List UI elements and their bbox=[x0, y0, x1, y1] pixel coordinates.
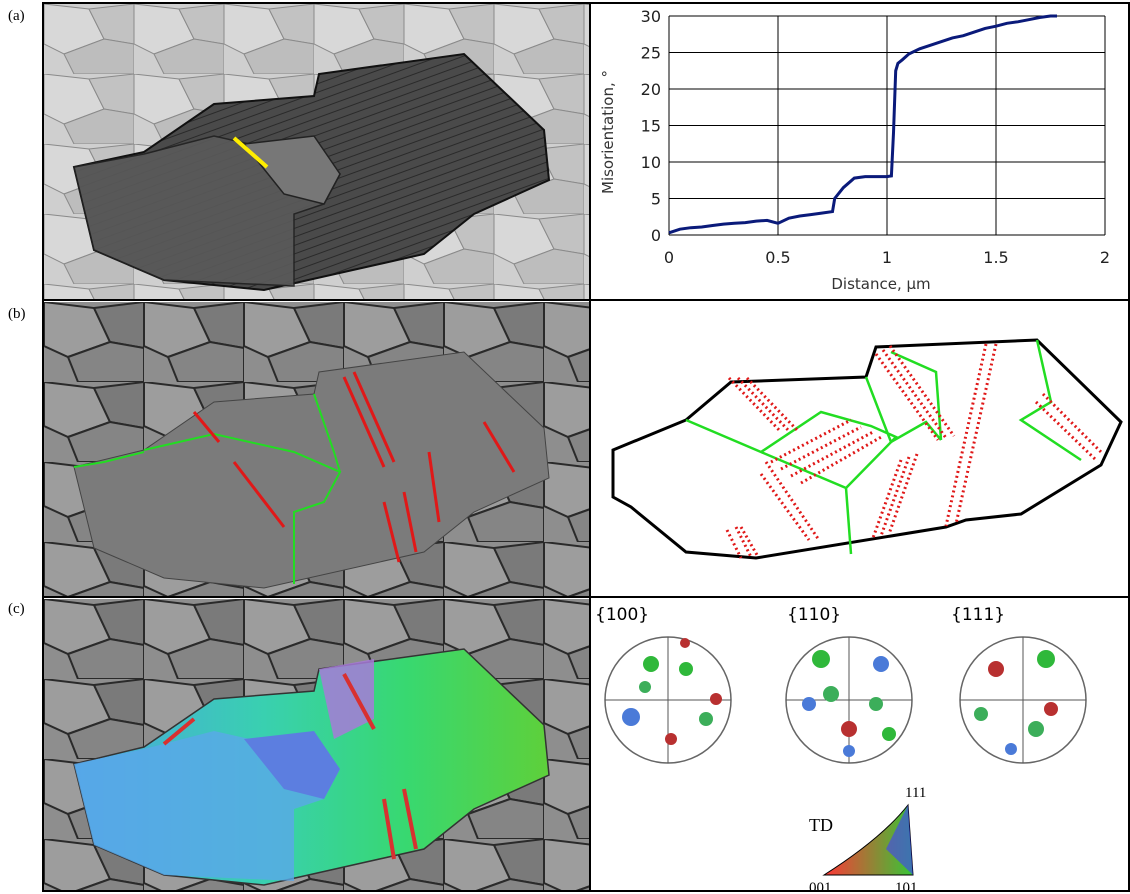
y-axis-label: Misorientation, ° bbox=[599, 70, 617, 194]
figure-frame bbox=[42, 2, 1130, 892]
panel-label-a: (a) bbox=[8, 8, 25, 24]
pole-figures-c: {100} {110} {111} bbox=[591, 599, 1128, 892]
pole-points-100 bbox=[622, 638, 722, 745]
y-tick-label: 10 bbox=[641, 153, 661, 172]
divider-center bbox=[589, 2, 591, 892]
panel-label-c: (c) bbox=[8, 601, 25, 617]
y-tick-label: 15 bbox=[641, 117, 661, 136]
y-tick-label: 25 bbox=[641, 44, 661, 63]
ipf-label-td: TD bbox=[809, 815, 833, 835]
ipf-corner-111: 111 bbox=[905, 785, 926, 801]
grain-outline bbox=[611, 338, 1123, 560]
x-tick-label: 1.5 bbox=[983, 248, 1008, 267]
measurement-line bbox=[232, 136, 269, 169]
y-tick-label: 5 bbox=[651, 190, 661, 209]
grain-boundaries bbox=[685, 339, 1082, 555]
x-tick-label: 0 bbox=[664, 248, 674, 267]
pole-points-110 bbox=[802, 650, 896, 757]
twin-traces bbox=[725, 343, 1105, 559]
x-tick-label: 1 bbox=[882, 248, 892, 267]
y-tick-label: 30 bbox=[641, 7, 661, 26]
pole-figure-title-111: {111} bbox=[951, 605, 1005, 625]
x-tick-label: 2 bbox=[1100, 248, 1110, 267]
y-tick-label: 20 bbox=[641, 80, 661, 99]
divider-bc bbox=[42, 596, 1130, 598]
micrograph-b bbox=[44, 302, 589, 597]
orientation-map-c bbox=[44, 599, 589, 892]
pole-figure-title-100: {100} bbox=[595, 605, 649, 625]
divider-ab bbox=[42, 299, 1130, 301]
micrograph-a bbox=[44, 4, 589, 299]
panel-label-b: (b) bbox=[8, 306, 26, 322]
schematic-b bbox=[591, 302, 1128, 597]
ipf-color-key: TD 001 101 111 bbox=[809, 785, 926, 892]
x-axis-label: Distance, µm bbox=[831, 275, 930, 293]
misorientation-chart: 0 0.5 1 1.5 2 0 5 10 15 20 25 30 Distance, µm Misor… bbox=[591, 4, 1128, 299]
misorientation-series bbox=[668, 14, 1057, 235]
ipf-corner-001: 001 bbox=[809, 880, 832, 892]
pole-figure-title-110: {110} bbox=[787, 605, 841, 625]
x-tick-label: 0.5 bbox=[765, 248, 790, 267]
pole-points-111 bbox=[974, 650, 1058, 755]
y-tick-label: 0 bbox=[651, 226, 661, 245]
ipf-corner-101: 101 bbox=[895, 880, 918, 892]
